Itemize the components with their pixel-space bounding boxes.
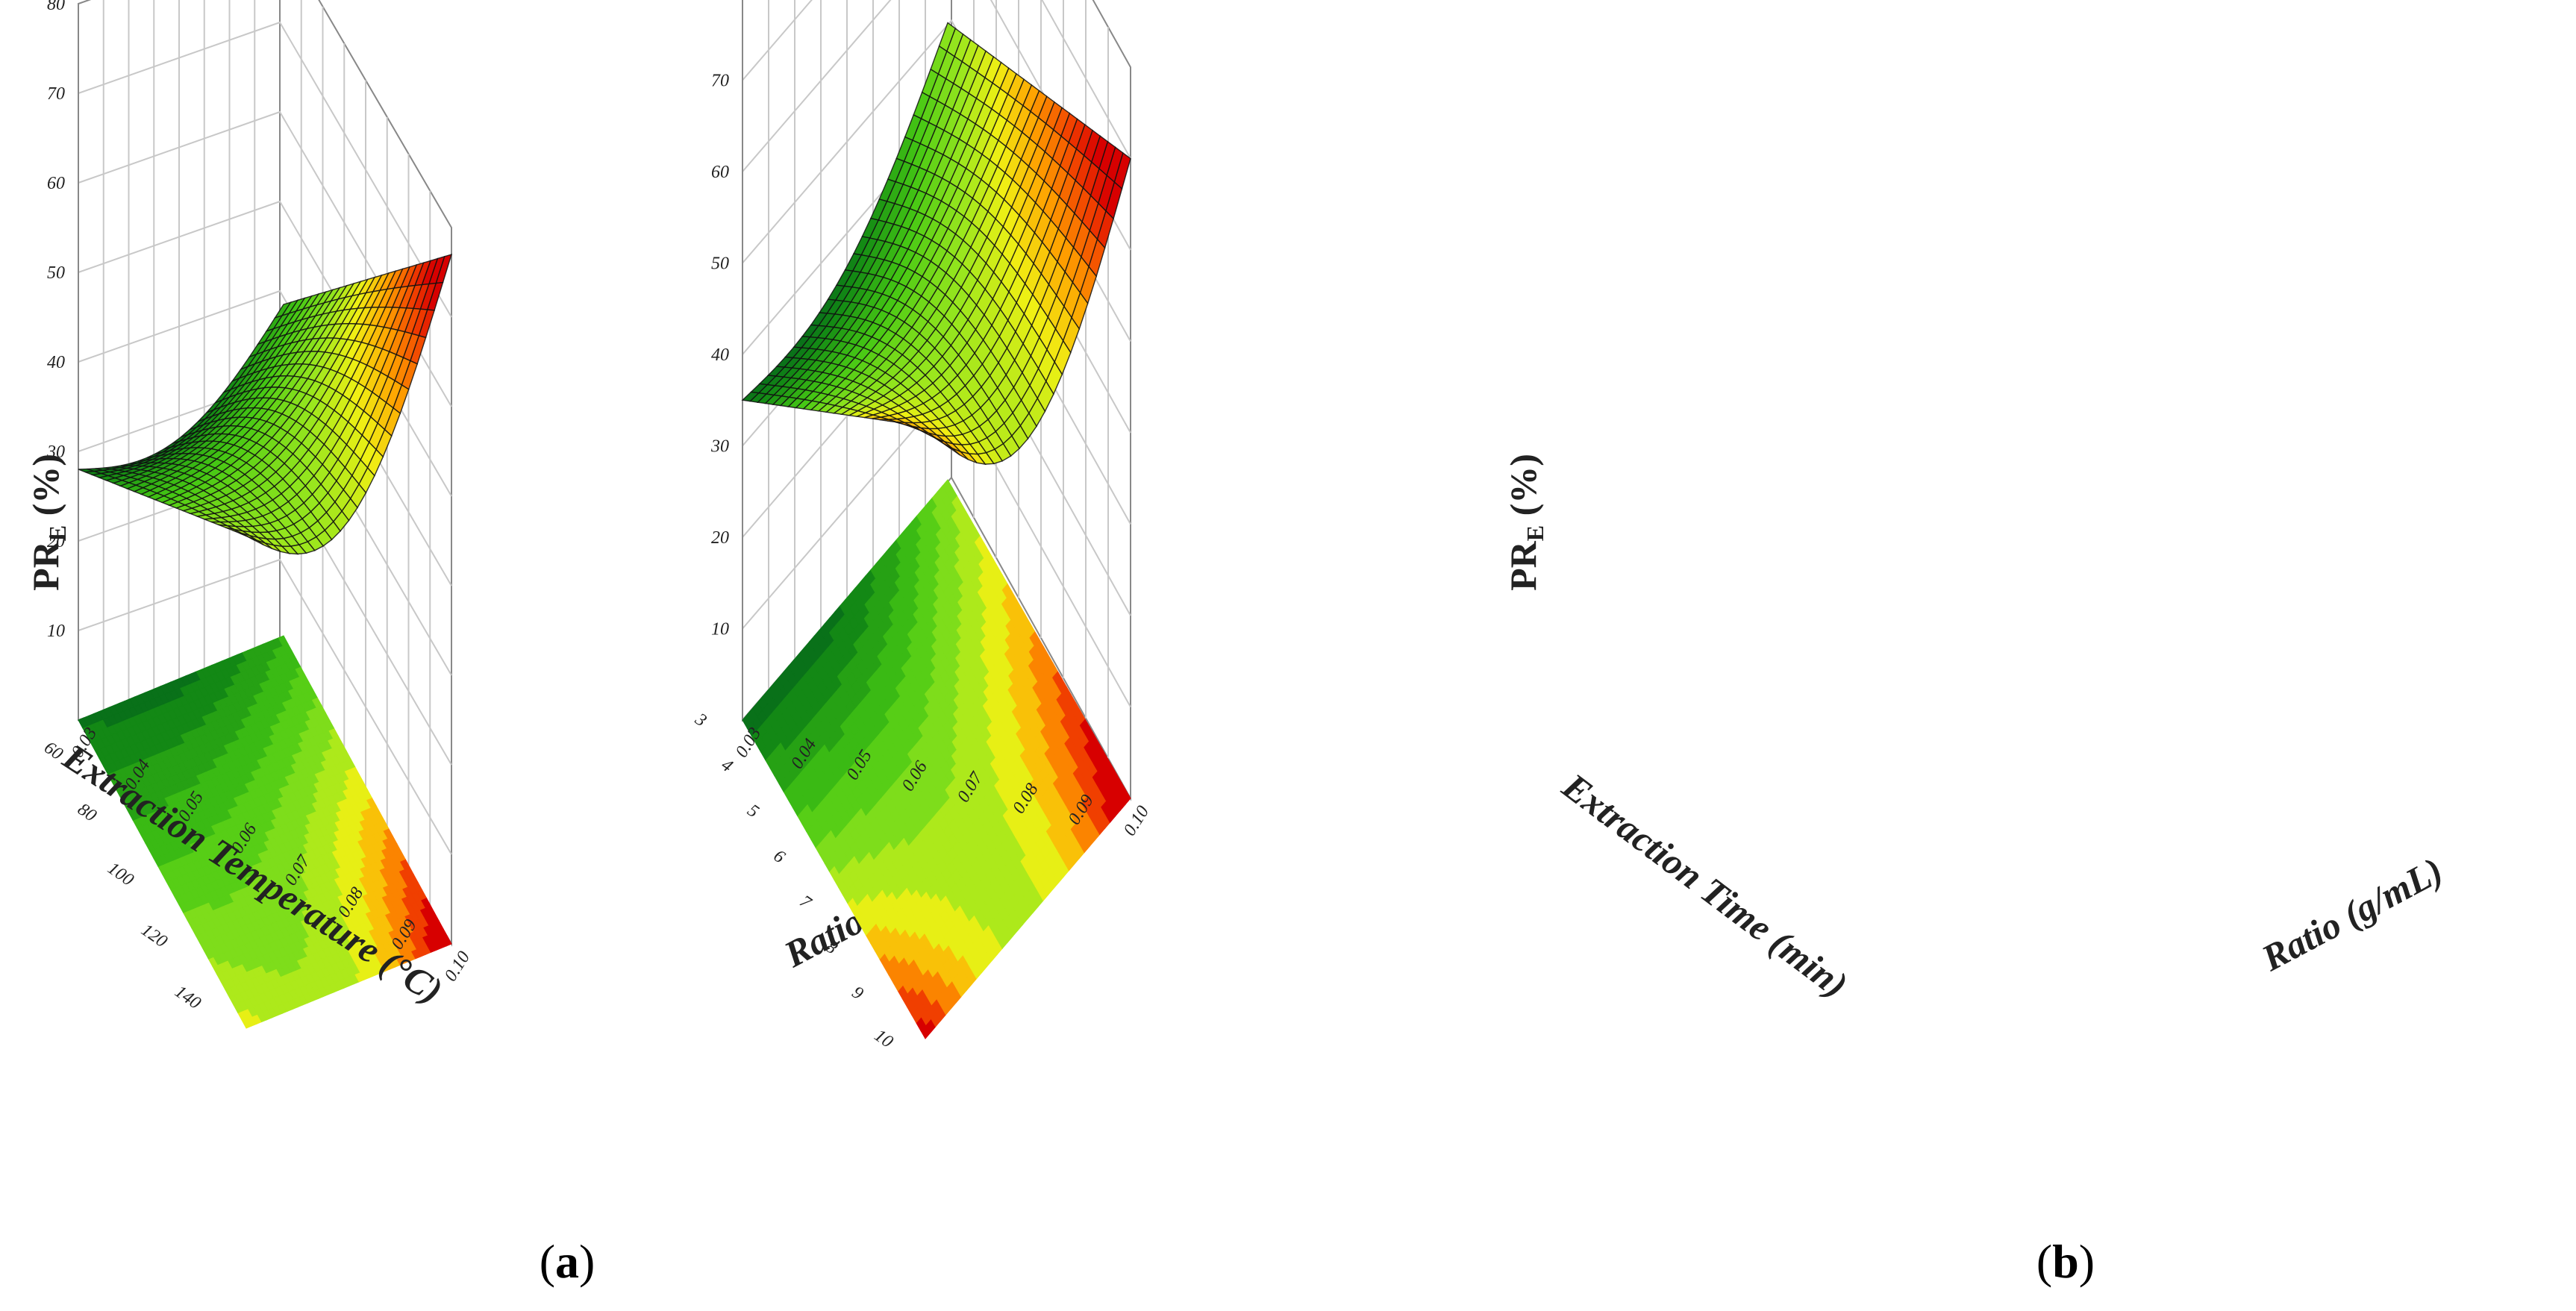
b-x-tick-label: 4 — [718, 755, 737, 776]
a-x-tick-label: 120 — [137, 920, 170, 951]
b-x-tick-label: 7 — [796, 892, 816, 913]
a-x-tick-label: 140 — [171, 982, 204, 1013]
b-x-tick-label: 6 — [770, 846, 789, 867]
panel-a-contour-floor — [78, 635, 452, 1029]
panel-b-response-surface — [741, 22, 1131, 466]
b-z-tick-label: 20 — [711, 528, 729, 548]
b-x-tick-label: 10 — [871, 1026, 897, 1052]
panel-b-x-axis-title: Extraction Time (min) — [1554, 764, 1856, 1005]
a-x-tick-label: 80 — [74, 800, 100, 826]
panel-b-caption: (b) — [2036, 1235, 2095, 1288]
a-z-tick-label: 40 — [47, 353, 65, 372]
b-y-tick-label: 0.10 — [1120, 803, 1153, 839]
a-z-tick-label: 60 — [47, 174, 65, 193]
b-z-tick-label: 30 — [710, 437, 729, 457]
b-x-tick-label: 3 — [691, 710, 710, 731]
panel-b-z-axis-title: PRE (%) — [1502, 454, 1548, 591]
b-x-tick-label: 5 — [744, 801, 763, 822]
a-z-gridline — [78, 21, 452, 318]
a-z-gridline — [78, 558, 452, 855]
b-x-tick-label: 9 — [848, 983, 867, 1004]
b-z-tick-label: 10 — [711, 620, 729, 639]
b-z-tick-label: 40 — [711, 345, 729, 365]
panel-b-y-axis-title: Ratio (g/mL) — [2254, 849, 2449, 979]
a-z-gridline — [78, 290, 452, 586]
a-x-tick-label: 100 — [104, 859, 137, 890]
b-z-tick-label: 50 — [711, 254, 729, 274]
a-z-tick-label: 70 — [47, 84, 65, 104]
a-z-tick-label: 80 — [47, 0, 65, 14]
panel-a-response-surface — [78, 253, 453, 555]
panel-a-caption: (a) — [540, 1235, 595, 1288]
b-z-tick-label: 60 — [711, 163, 729, 182]
a-z-tick-label: 50 — [47, 263, 65, 283]
panel-a-z-axis-title: PRE (%) — [25, 454, 71, 591]
a-z-tick-label: 10 — [47, 622, 65, 641]
b-z-tick-label: 70 — [711, 72, 729, 91]
